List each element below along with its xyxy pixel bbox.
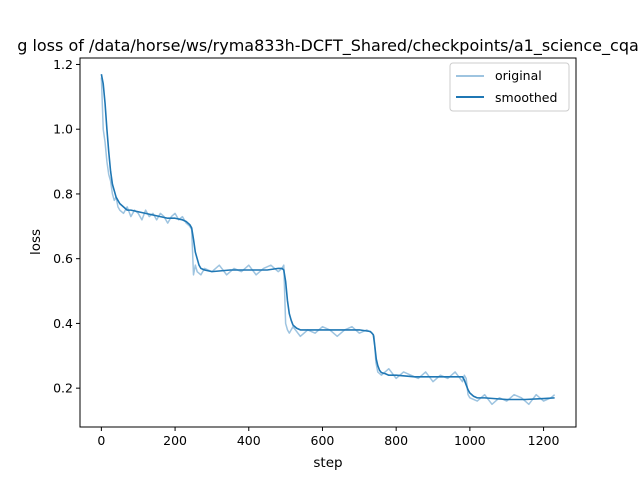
plot-area: [79, 57, 577, 428]
series-line-smoothed: [100, 74, 555, 401]
x-axis-ticks: 0 200 400 600 800 1000 1200: [97, 427, 560, 448]
x-tick-label: 0: [97, 433, 105, 448]
y-tick-label: 1.0: [53, 122, 73, 137]
y-tick-label: 0.6: [53, 251, 73, 266]
axes-frame: [79, 57, 577, 428]
legend-label-smoothed: smoothed: [495, 90, 557, 105]
x-tick-label: 600: [311, 433, 335, 448]
x-tick-label: 200: [163, 433, 187, 448]
x-axis-label: step: [313, 455, 342, 471]
series-layer: [100, 74, 556, 406]
x-tick-label: 400: [237, 433, 261, 448]
y-tick-label: 1.2: [53, 57, 73, 72]
y-axis-ticks: 0.2 0.4 0.6 0.8 1.0 1.2: [53, 57, 80, 396]
chart-title: g loss of /data/horse/ws/ryma833h-DCFT_S…: [17, 36, 639, 56]
x-tick-label: 1200: [528, 433, 560, 448]
y-tick-label: 0.2: [53, 381, 73, 396]
x-tick-label: 800: [384, 433, 408, 448]
x-tick-label: 1000: [454, 433, 486, 448]
series-line-original: [100, 77, 556, 406]
y-tick-label: 0.4: [53, 316, 73, 331]
legend-label-original: original: [495, 68, 542, 83]
legend: original smoothed: [449, 62, 570, 112]
y-axis-label: loss: [28, 229, 44, 255]
y-tick-label: 0.8: [53, 186, 73, 201]
